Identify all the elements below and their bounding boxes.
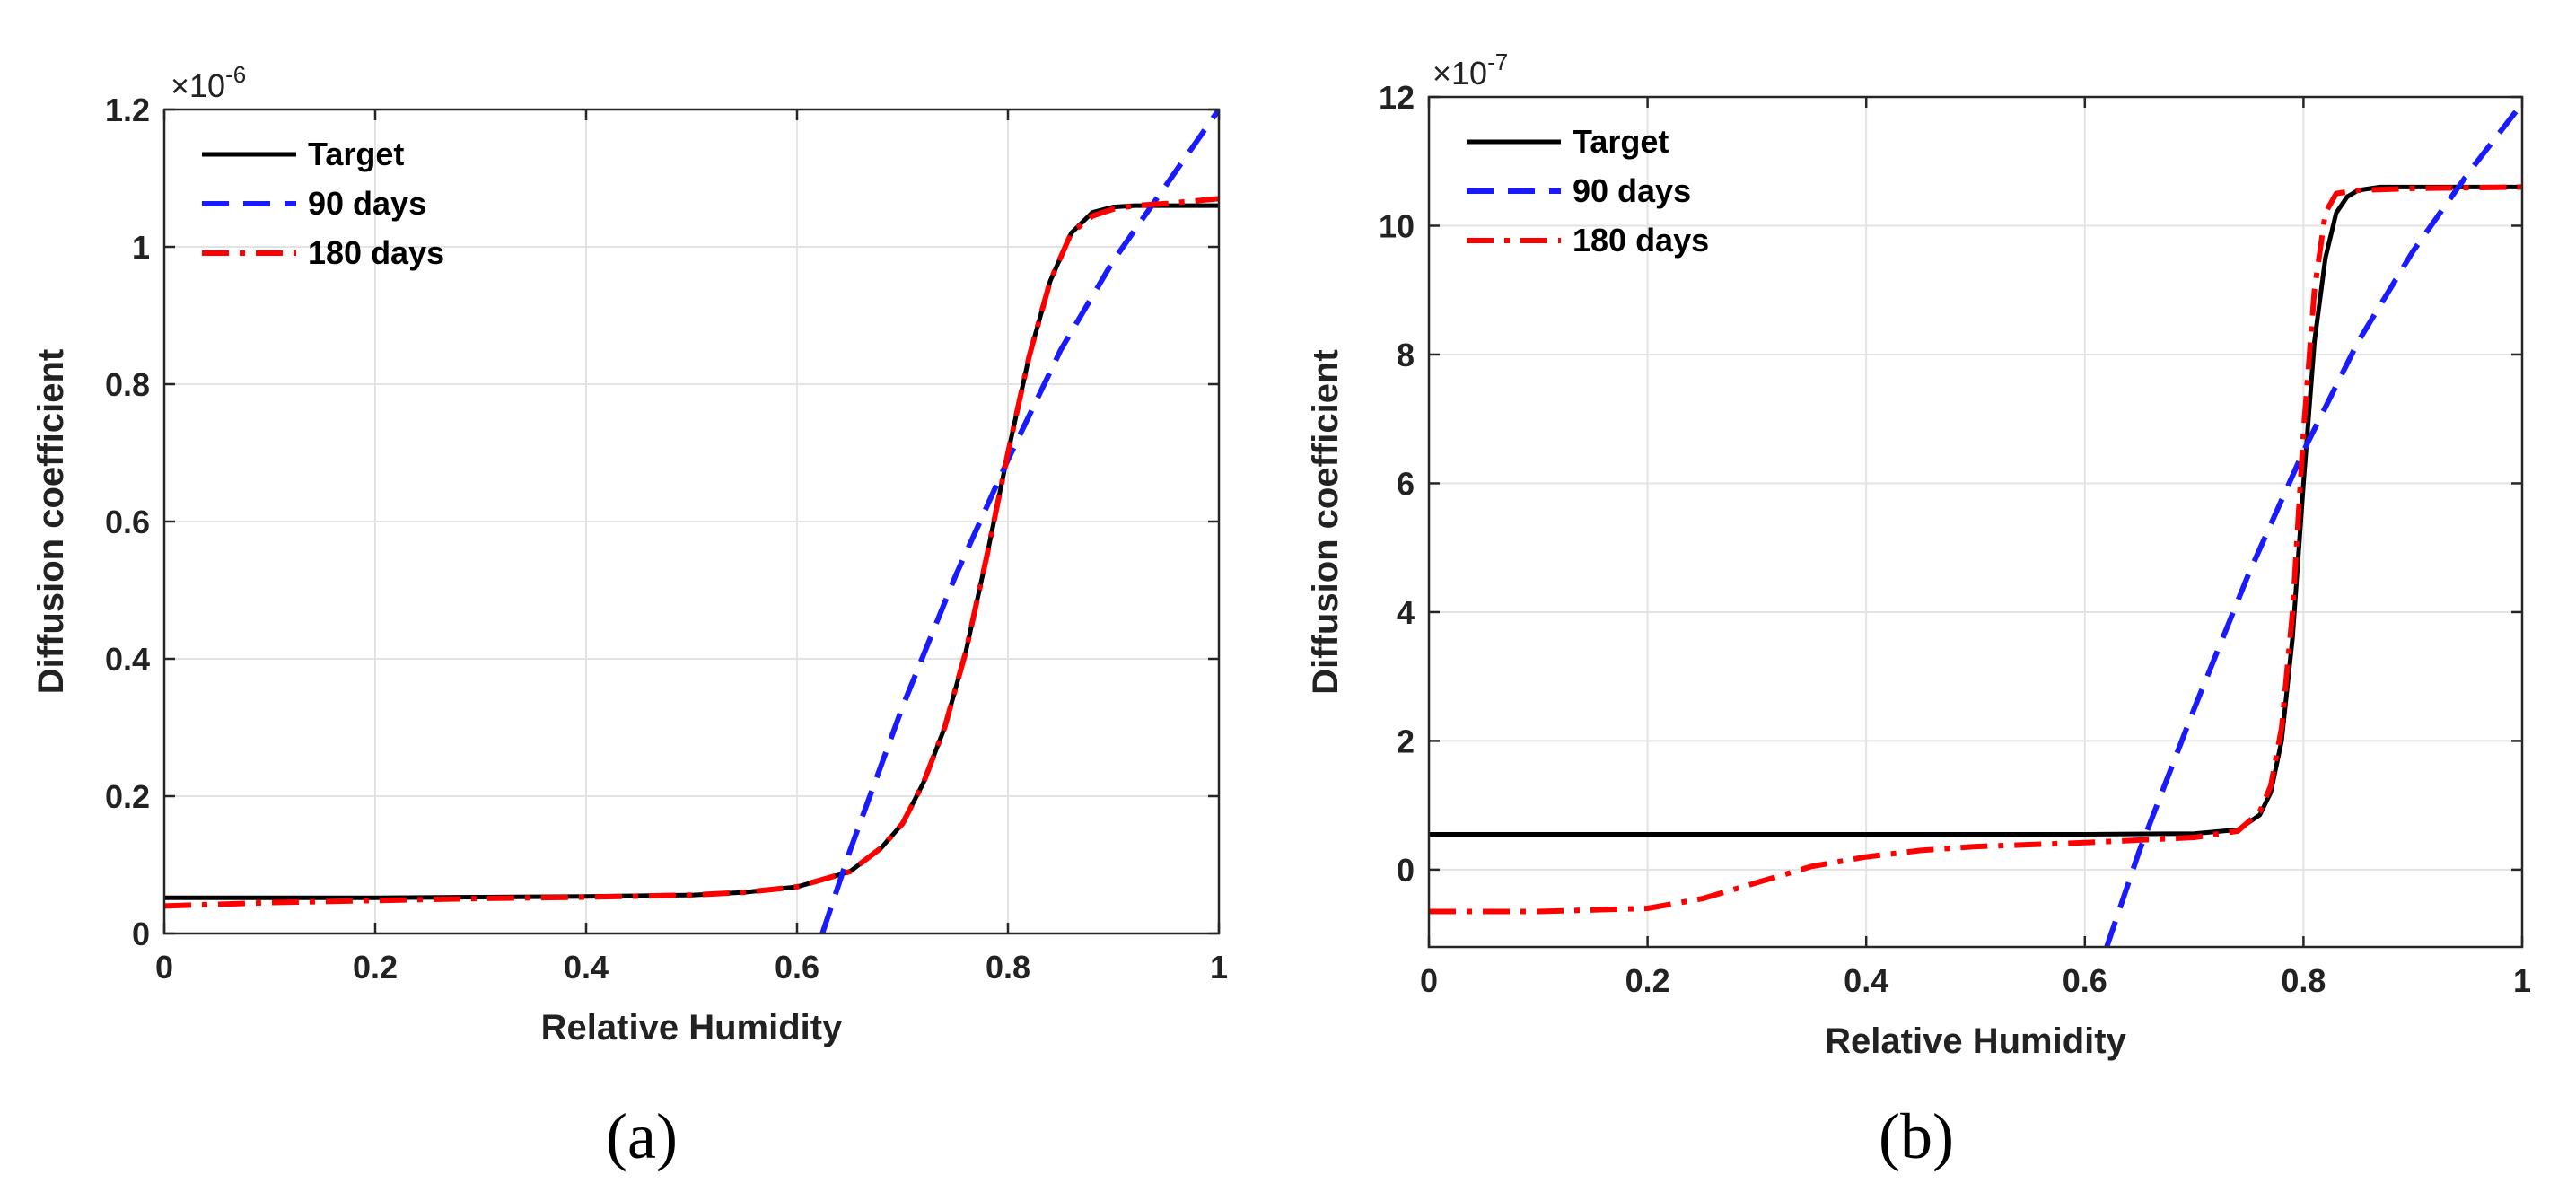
panel-b-axes-box: [1427, 95, 2524, 949]
panel-a-x-tick-label: 0.8: [986, 949, 1030, 986]
panel-b-y-exponent: ×10-7: [1433, 48, 1508, 92]
panel-a-y-exponent: ×10-6: [171, 61, 246, 104]
panel-a-series-target-line: [164, 203, 1219, 900]
panel-b-series-90-days-line: [2104, 101, 2522, 947]
panel-a-y-tick-label: 0.4: [105, 641, 150, 678]
panel-a-y-tick-label: 0.2: [105, 778, 150, 815]
panel-a-x-tick-label: 1: [1210, 949, 1228, 986]
panel-a-x-tick-label: 0.4: [564, 949, 609, 986]
panel-a-y-tick-label: 0: [132, 916, 150, 952]
panel-a-y-tick-label: 0.8: [105, 366, 150, 403]
panel-b-x-axis-label: Relative Humidity: [1825, 1021, 2126, 1061]
panel-a-legend-label-target: Target: [308, 136, 404, 172]
panel-a-y-exponent-power: -6: [225, 61, 246, 88]
panel-a-x-tick-label: 0: [155, 949, 173, 986]
panel-b-series-target-line: [1429, 184, 2522, 837]
panel-a-x-tick-label: 0.2: [353, 949, 398, 986]
panel-b-y-exponent-power: -7: [1487, 48, 1508, 75]
panel-a-y-tick-label: 1.2: [105, 92, 150, 128]
panel-b-caption: (b): [1879, 1100, 1954, 1172]
panel-a-caption: (a): [606, 1100, 678, 1172]
panel-a-y-axis-label: Diffusion coefficient: [31, 349, 71, 694]
panel-b-x-tick-label: 0.4: [1844, 962, 1888, 999]
panel-b-y-axis-label: Diffusion coefficient: [1306, 349, 1345, 694]
panel-b-y-tick-label: 0: [1397, 852, 1415, 889]
panel-b-y-tick-label: 10: [1379, 207, 1415, 244]
panel-b-x-tick-label: 1: [2513, 962, 2531, 999]
panel-b-y-tick-label: 6: [1397, 465, 1415, 502]
panel-b-y-tick-label: 2: [1397, 723, 1415, 759]
panel-b-legend-label-180-days: 180 days: [1573, 222, 1709, 259]
panel-b-x-tick-label: 0: [1420, 962, 1438, 999]
panel-a-y-tick-label: 1: [132, 229, 150, 266]
panel-b-y-tick-label: 4: [1397, 594, 1415, 631]
panel-b-legend-label-90-days: 90 days: [1573, 172, 1691, 209]
panel-b-x-tick-label: 0.8: [2281, 962, 2326, 999]
panel-b-legend-label-target: Target: [1573, 123, 1669, 160]
panel-a-chart: 0 0.2 0.4 0.6 0.8 1 0 0.2 0.4 0.6 0.8 1 1.2 ×10-6 Rela…: [31, 61, 1228, 1047]
panel-b-x-tick-label: 0.6: [2063, 962, 2107, 999]
panel-a-x-tick-label: 0.6: [775, 949, 819, 986]
panel-b-y-tick-label: 8: [1397, 337, 1415, 373]
panel-a-series-180-days-line: [164, 196, 1219, 909]
panel-a-y-tick-label: 0.6: [105, 504, 150, 540]
panel-b-y-tick-label: 12: [1379, 79, 1415, 116]
panel-a-legend-label-90-days: 90 days: [308, 185, 426, 222]
panel-b-x-tick-label: 0.2: [1625, 962, 1670, 999]
panel-a-legend-label-180-days: 180 days: [308, 234, 444, 271]
panel-b-series-180-days-line: [1429, 184, 2522, 915]
panel-a-x-axis-label: Relative Humidity: [541, 1008, 843, 1047]
